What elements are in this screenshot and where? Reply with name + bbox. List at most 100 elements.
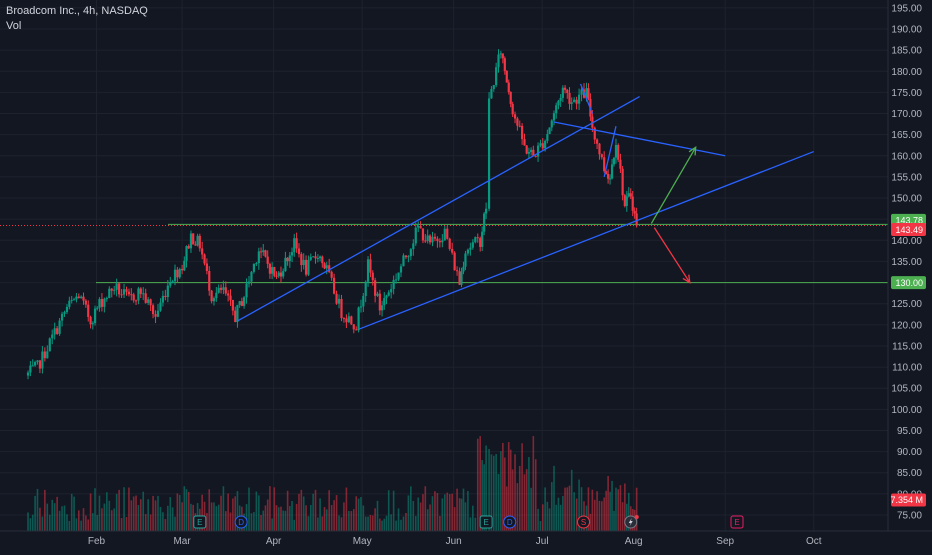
volume-bar	[458, 498, 461, 531]
candle-body	[593, 127, 596, 140]
volume-bar	[613, 510, 615, 531]
volume-bar	[390, 514, 392, 531]
volume-bar	[367, 516, 369, 531]
volume-bar	[273, 487, 276, 531]
candle-body	[462, 266, 465, 272]
candle-body	[499, 53, 502, 55]
volume-bar	[162, 512, 164, 531]
volume-bar	[277, 507, 280, 531]
candle-body	[125, 289, 128, 292]
volume-bar	[570, 469, 573, 531]
candle-body	[192, 233, 195, 245]
volume-bar	[490, 454, 493, 531]
trendline	[553, 121, 726, 157]
volume-bar	[462, 488, 465, 531]
price-tag-bg	[891, 276, 926, 290]
candle-body	[80, 296, 83, 299]
volume-bar	[92, 513, 94, 531]
candle-body	[307, 259, 310, 275]
volume-bar	[357, 498, 360, 531]
volume-bar	[439, 515, 441, 531]
grid	[0, 0, 888, 531]
candle-body	[530, 149, 533, 153]
candle-body	[397, 272, 400, 280]
volume-bar	[635, 487, 638, 531]
volume-bar	[190, 503, 192, 531]
candle-body	[371, 272, 374, 281]
volume-bar	[159, 506, 162, 531]
candle-body	[31, 365, 34, 367]
volume-bar	[61, 506, 63, 531]
volume-bar	[232, 498, 234, 531]
candle-body	[614, 145, 618, 158]
volume-bar	[250, 513, 253, 531]
volume-bar	[63, 505, 66, 531]
candle-body	[607, 173, 610, 179]
price-tick-label: 195.00	[891, 3, 922, 14]
candle-body	[557, 100, 560, 106]
volume-bar	[302, 496, 305, 531]
volume-bar	[550, 482, 553, 531]
candle-body	[98, 299, 101, 308]
candle-body	[130, 294, 133, 296]
dividend-marker	[503, 515, 517, 529]
candle-body	[161, 295, 165, 303]
candle-body	[194, 244, 197, 246]
volume-bar	[343, 502, 345, 531]
volume-bar	[453, 507, 456, 531]
levels	[0, 223, 888, 284]
volume-bar	[474, 517, 477, 531]
time-tick-label: Jun	[446, 536, 462, 547]
price-tick-label: 120.00	[891, 320, 922, 331]
candle-body	[215, 292, 218, 299]
candle-body	[93, 308, 97, 324]
volume-bar	[615, 487, 617, 531]
price-tick-label: 85.00	[897, 468, 922, 479]
event-marker-label: D	[507, 518, 513, 527]
volume-bar	[58, 510, 61, 531]
volume-bar	[355, 496, 358, 531]
volume-bar	[51, 499, 54, 531]
volume-bar	[609, 491, 611, 531]
volume-bar	[601, 501, 603, 531]
volume-bar	[410, 486, 412, 531]
volume-bar	[125, 517, 128, 531]
candle-body	[453, 252, 456, 271]
volume-bar	[201, 494, 203, 531]
candle-body	[316, 258, 319, 260]
volume-bar	[106, 492, 108, 531]
candle-body	[511, 103, 514, 115]
candle-body	[539, 143, 542, 146]
price-tag-label: 143.49	[895, 225, 923, 235]
volume-bar	[220, 495, 222, 531]
candle-body	[144, 293, 147, 303]
candle-body	[288, 255, 291, 262]
candle-body	[231, 300, 234, 311]
symbol-title[interactable]: Broadcom Inc., 4h, NASDAQ	[6, 5, 148, 17]
candle-body	[273, 267, 276, 276]
price-tick-label: 125.00	[891, 299, 922, 310]
price-tick-label: 100.00	[891, 405, 922, 416]
volume-bar	[479, 436, 482, 531]
price-tag-label: 7.354 M	[890, 495, 923, 505]
candle-body	[286, 257, 289, 262]
dividend-marker	[234, 515, 248, 529]
volume-bar	[115, 493, 118, 531]
volume-bar	[541, 504, 544, 531]
volume-label[interactable]: Vol	[6, 20, 22, 32]
volume-bar	[255, 491, 258, 531]
volume-bar	[518, 465, 521, 531]
volume-bar	[217, 504, 220, 531]
candle-body	[139, 288, 142, 294]
candle-body	[479, 238, 482, 247]
candle-body	[342, 318, 346, 320]
time-tick-label: May	[353, 536, 372, 547]
volume-bar	[419, 502, 422, 531]
volume-bar	[578, 479, 580, 531]
event-marker-label: E	[734, 518, 739, 527]
candle-body	[205, 263, 208, 271]
candle-body	[297, 248, 301, 255]
candle-body	[63, 312, 66, 314]
